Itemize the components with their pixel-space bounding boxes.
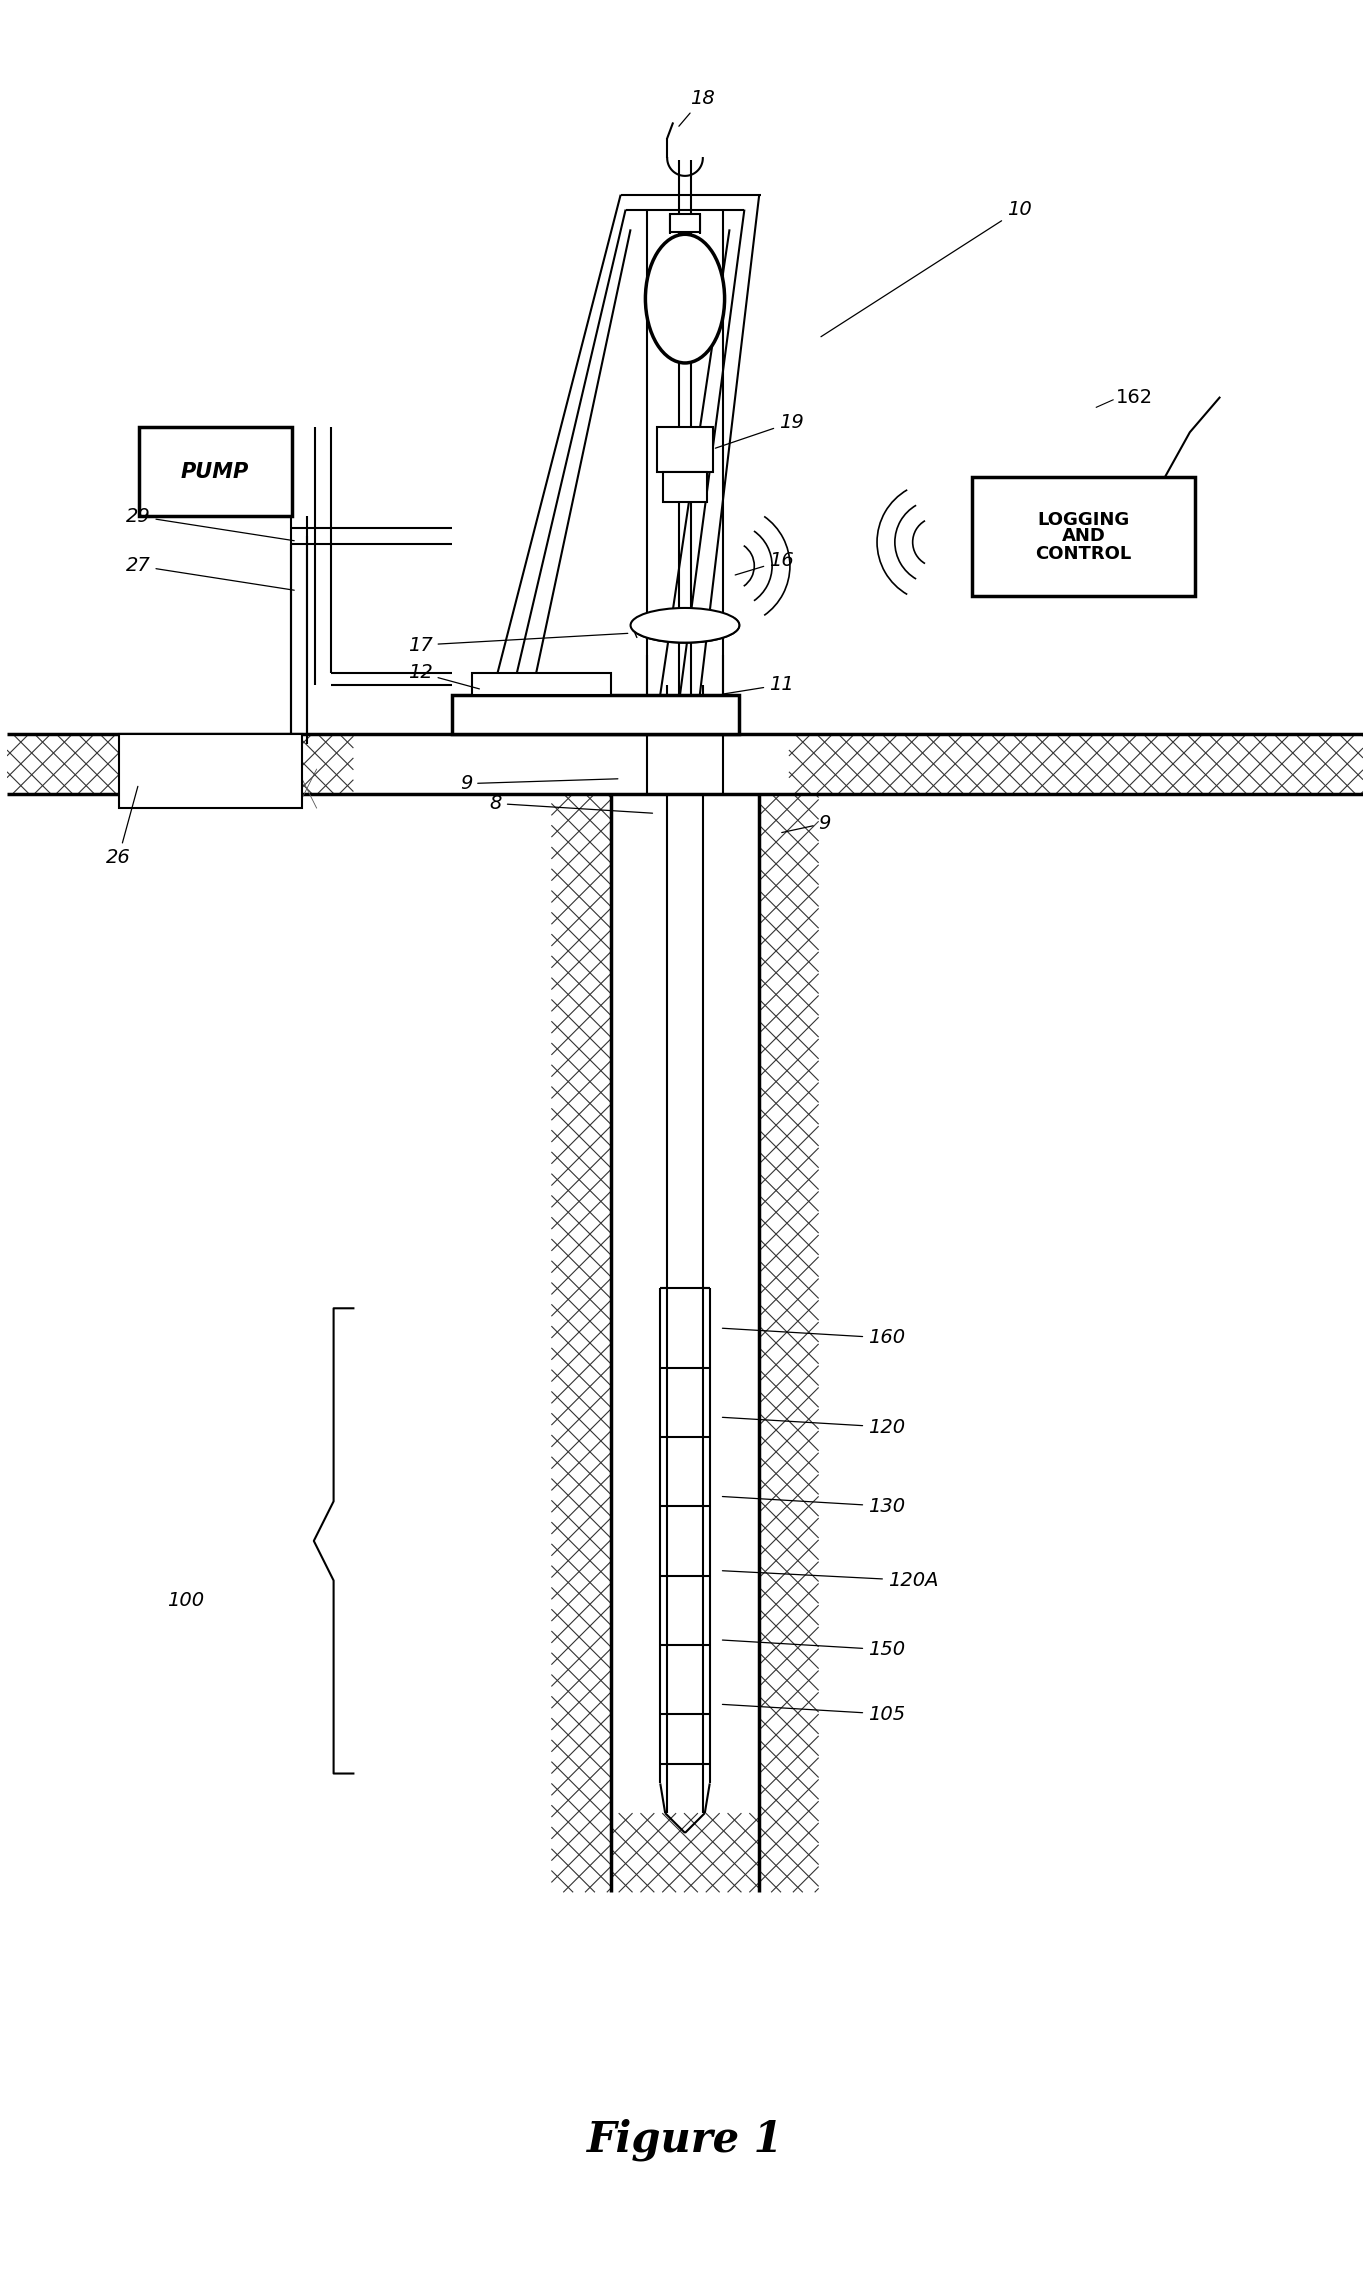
Text: 9: 9 [782, 815, 832, 833]
Text: 12: 12 [408, 664, 480, 689]
Text: 120: 120 [722, 1417, 906, 1438]
Text: 120A: 120A [722, 1570, 938, 1591]
Bar [473, 673, 611, 694]
Text: 27: 27 [126, 557, 295, 591]
Text: 17: 17 [408, 634, 627, 655]
Text: 8: 8 [489, 794, 652, 812]
Text: 26: 26 [105, 787, 138, 867]
Text: 29: 29 [126, 507, 295, 541]
Text: 162: 162 [1115, 388, 1152, 406]
Text: 9: 9 [460, 774, 618, 794]
Bar [663, 472, 707, 502]
Text: 160: 160 [722, 1328, 906, 1346]
Text: 19: 19 [715, 413, 804, 447]
Ellipse shape [645, 235, 725, 363]
Bar [452, 694, 740, 735]
Text: AND: AND [1062, 527, 1106, 545]
Text: Figure 1: Figure 1 [586, 2118, 784, 2161]
Bar [658, 427, 712, 472]
Text: 105: 105 [722, 1705, 906, 1723]
Text: 130: 130 [722, 1497, 906, 1515]
Text: 100: 100 [167, 1591, 204, 1609]
Text: 16: 16 [736, 552, 793, 575]
Text: 10: 10 [821, 201, 1032, 338]
Text: 18: 18 [680, 89, 715, 126]
Ellipse shape [630, 607, 740, 644]
Bar [119, 735, 301, 808]
Text: 150: 150 [722, 1641, 906, 1659]
Bar [973, 477, 1195, 596]
Bar [670, 215, 700, 233]
Text: 11: 11 [722, 675, 793, 694]
Bar [138, 427, 292, 516]
Text: LOGGING: LOGGING [1037, 511, 1129, 529]
Text: CONTROL: CONTROL [1036, 545, 1132, 564]
Text: PUMP: PUMP [181, 461, 249, 482]
